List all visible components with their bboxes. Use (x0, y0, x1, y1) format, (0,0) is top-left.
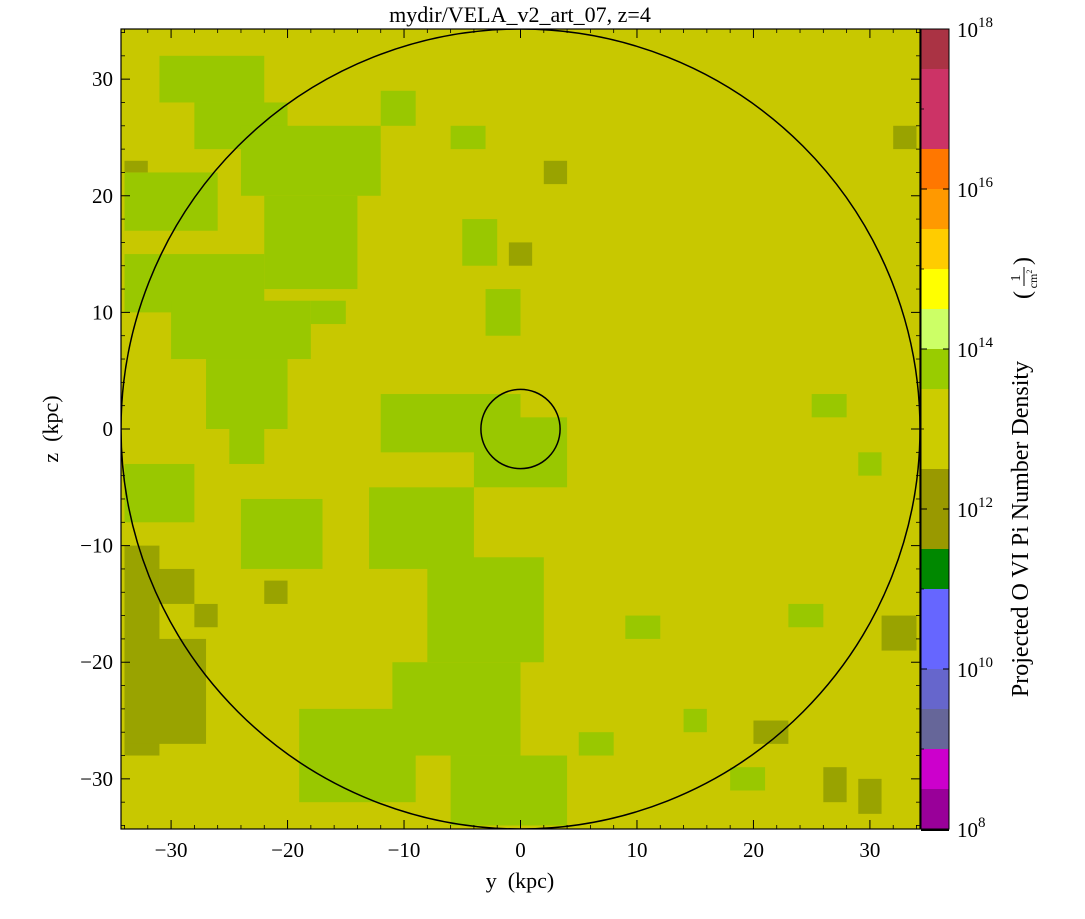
colorbar-band (921, 709, 949, 749)
colorbar-tick-label: 1018 (957, 15, 993, 42)
density-patch-high (462, 219, 498, 266)
colorbar-band (921, 509, 949, 549)
colorbar-unit-close-paren: ) (1010, 257, 1036, 265)
colorbar-label: Projected O VI Pi Number Density ( 1 cm2… (1008, 257, 1040, 697)
y-tick-label: −30 (80, 767, 113, 791)
density-patch-low (194, 603, 218, 628)
colorbar-band (921, 549, 949, 589)
x-tick-label: 20 (743, 838, 764, 862)
colorbar-band (921, 149, 949, 189)
x-tick-label: 30 (859, 838, 880, 862)
colorbar-unit-denominator: cm2 (1025, 270, 1040, 289)
density-patch-high (450, 755, 568, 826)
density-patch-low (881, 615, 917, 651)
colorbar-tick-label: 1012 (957, 495, 993, 522)
density-patch-low (753, 720, 789, 744)
x-tick-label: 0 (515, 838, 526, 862)
colorbar-band (921, 389, 949, 469)
colorbar-band (921, 349, 949, 389)
density-patch-high (473, 417, 568, 488)
colorbar-tick-label: 108 (957, 815, 986, 842)
colorbar: 108 1010 1012 1014 1016 1018 Projected O VI P… (920, 15, 1040, 842)
density-patch-high (240, 125, 381, 196)
density-patch-low (124, 638, 207, 744)
density-patches (124, 55, 917, 826)
density-patch-high (299, 708, 416, 803)
density-patch-low (823, 767, 847, 803)
colorbar-band (921, 27, 949, 29)
density-patch-low (858, 778, 882, 814)
density-patch-high (788, 603, 824, 628)
density-patch-low (159, 568, 195, 604)
colorbar-band (921, 589, 949, 629)
density-patch-high (578, 732, 614, 756)
density-patch-high (427, 557, 544, 663)
colorbar-band (921, 469, 949, 509)
colorbar-band (921, 309, 949, 349)
colorbar-band (921, 189, 949, 229)
density-patch-high (124, 463, 195, 523)
colorbar-band (921, 269, 949, 309)
density-patch-high (171, 300, 311, 360)
y-tick-label: −10 (80, 534, 113, 558)
colorbar-band (921, 69, 949, 109)
colorbar-band (921, 629, 949, 669)
colorbar-band (921, 29, 949, 69)
density-patch-high (159, 55, 265, 103)
density-patch-high (683, 708, 707, 733)
colorbar-band (921, 669, 949, 709)
density-patch-high (811, 394, 847, 418)
x-tick-label: −10 (388, 838, 421, 862)
density-map (121, 29, 920, 829)
colorbar-unit-open-paren: ( (1010, 291, 1036, 299)
x-tick-label: 10 (626, 838, 647, 862)
density-patch-low (508, 242, 533, 266)
colorbar-band (921, 229, 949, 269)
colorbar-unit-numerator: 1 (1009, 275, 1024, 282)
colorbar-title: Projected O VI Pi Number Density (1008, 361, 1034, 697)
density-patch-low (124, 160, 148, 173)
x-tick-label: −30 (155, 838, 188, 862)
density-patch-high (229, 429, 265, 464)
y-tick-label: 10 (92, 300, 113, 324)
colorbar-tick-label: 1014 (957, 335, 994, 362)
density-patch-high (858, 452, 882, 476)
density-patch-high (369, 487, 474, 569)
radius-circles (121, 29, 920, 829)
density-patch-high (310, 300, 346, 325)
density-patch-high (264, 195, 358, 290)
colorbar-band (921, 109, 949, 149)
density-patch-high (380, 90, 416, 126)
density-patch-low (893, 125, 917, 150)
density-patch-low (543, 160, 568, 185)
y-tick-label: 0 (103, 417, 114, 441)
density-patch-high (124, 172, 218, 231)
colorbar-band (921, 789, 949, 829)
x-axis-label: y (kpc) (486, 868, 554, 893)
colorbar-tick-label: 1010 (957, 655, 993, 682)
density-patch-high (730, 767, 766, 791)
density-patch-high (240, 498, 323, 569)
density-patch-high (625, 615, 661, 639)
chart-title: mydir/VELA_v2_art_07, z=4 (389, 2, 651, 27)
y-tick-label: 30 (92, 67, 113, 91)
colorbar-tick-label: 1016 (957, 175, 994, 202)
x-tick-label: −20 (271, 838, 304, 862)
y-axis-ticks: −30 −20 −10 0 10 20 30 (80, 32, 920, 826)
colorbar-band (921, 749, 949, 789)
density-patch-high (206, 359, 288, 429)
x-axis-ticks: −30 −20 −10 0 10 20 30 (124, 29, 917, 862)
colorbar-bands (921, 27, 949, 831)
density-patch-low (264, 580, 288, 604)
colorbar-ticks: 108 1010 1012 1014 1016 1018 (921, 15, 994, 842)
density-patch-high (450, 125, 486, 150)
y-axis-label: z (kpc) (38, 395, 63, 462)
inner-radius-circle (480, 388, 561, 470)
density-patch-high (485, 289, 521, 336)
y-tick-label: −20 (80, 650, 113, 674)
colorbar-band (921, 829, 949, 831)
y-tick-label: 20 (92, 184, 113, 208)
